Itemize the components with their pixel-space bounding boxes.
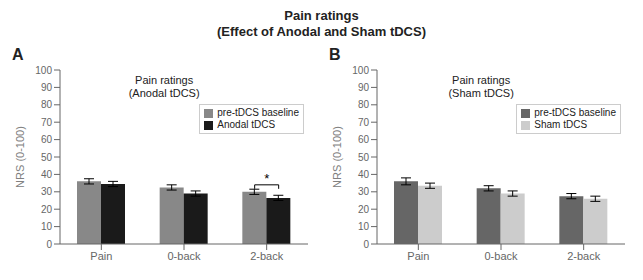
svg-text:50: 50 (358, 152, 370, 163)
svg-text:0-back: 0-back (167, 250, 201, 262)
svg-text:80: 80 (41, 99, 53, 110)
html-text:pre-tDCS baseline: pre-tDCS baseline (534, 107, 616, 118)
svg-text:70: 70 (41, 117, 53, 128)
html-text:A: A (12, 46, 24, 63)
html-text:Sham tDCS: Sham tDCS (534, 119, 588, 130)
svg-text:Pain: Pain (90, 250, 112, 262)
svg-text:0-back: 0-back (484, 250, 518, 262)
svg-text:40: 40 (358, 169, 370, 180)
svg-text:NRS (0-100): NRS (0-100) (14, 126, 26, 188)
svg-text:30: 30 (358, 186, 370, 197)
svg-text:*: * (264, 171, 269, 186)
html-text:Pain ratings (Sham tDCS): Pain ratings (Sham tDCS) (448, 74, 514, 99)
svg-text:30: 30 (41, 186, 53, 197)
svg-text:2-back: 2-back (250, 250, 284, 262)
html-text:B: B (329, 46, 341, 63)
svg-text:50: 50 (41, 152, 53, 163)
svg-text:Pain: Pain (407, 250, 429, 262)
svg-text:90: 90 (358, 82, 370, 93)
svg-text:60: 60 (41, 134, 53, 145)
svg-text:10: 10 (358, 221, 370, 232)
svg-text:100: 100 (352, 65, 369, 76)
svg-text:70: 70 (358, 117, 370, 128)
svg-text:20: 20 (358, 204, 370, 215)
svg-text:NRS (0-100): NRS (0-100) (331, 126, 343, 188)
svg-text:40: 40 (41, 169, 53, 180)
svg-text:20: 20 (41, 204, 53, 215)
svg-text:80: 80 (358, 99, 370, 110)
svg-text:0: 0 (363, 239, 369, 250)
svg-text:0: 0 (46, 239, 52, 250)
html-text:Pain ratings (Effect of Anodal: Pain ratings (Effect of Anodal and Sham … (217, 8, 426, 39)
svg-text:2-back: 2-back (567, 250, 601, 262)
svg-text:100: 100 (35, 65, 52, 76)
html-text:pre-tDCS baseline: pre-tDCS baseline (217, 107, 299, 118)
svg-text:60: 60 (358, 134, 370, 145)
svg-text:10: 10 (41, 221, 53, 232)
html-text:Anodal tDCS: Anodal tDCS (217, 119, 276, 130)
html-text:Pain ratings (Anodal tDCS): Pain ratings (Anodal tDCS) (128, 74, 200, 99)
svg-text:90: 90 (41, 82, 53, 93)
